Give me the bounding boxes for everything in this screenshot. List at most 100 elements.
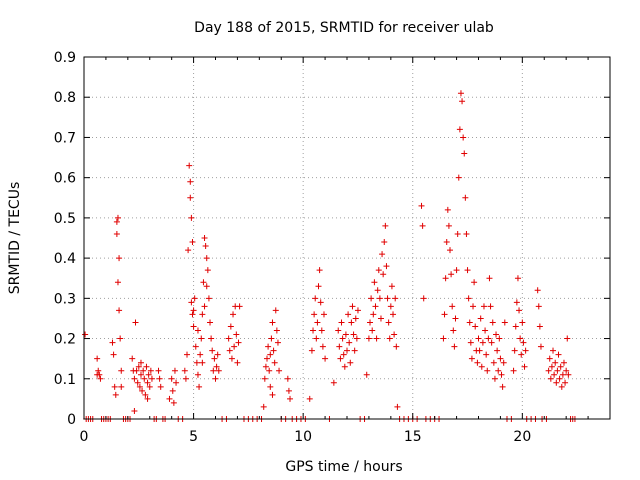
data-point [109, 339, 116, 346]
data-point [534, 287, 541, 294]
data-point [236, 303, 243, 310]
data-point [387, 303, 394, 310]
data-point [495, 367, 502, 374]
y-tick-labels: 0 0.1 0.2 0.3 0.4 0.5 0.6 0.7 0.8 0.9 [54, 50, 76, 428]
data-point [134, 379, 141, 386]
data-point [547, 375, 554, 382]
data-point [365, 335, 372, 342]
data-point [476, 347, 483, 354]
data-point [269, 391, 276, 398]
x-tick-label: 15 [404, 429, 422, 445]
data-point [464, 267, 471, 274]
data-point [376, 295, 383, 302]
data-point [148, 375, 155, 382]
data-point [390, 311, 397, 318]
data-point [477, 315, 484, 322]
data-point [345, 311, 352, 318]
data-point [227, 323, 234, 330]
data-point [419, 222, 426, 229]
data-point [479, 339, 486, 346]
data-point [147, 367, 154, 374]
data-point [452, 315, 459, 322]
data-point [118, 383, 125, 390]
data-point [214, 351, 221, 358]
data-point [317, 299, 324, 306]
data-point [382, 222, 389, 229]
data-point [306, 395, 313, 402]
data-point [137, 371, 144, 378]
data-point [494, 347, 501, 354]
data-point [135, 363, 142, 370]
data-point [314, 319, 321, 326]
data-point [377, 315, 384, 322]
data-point [337, 355, 344, 362]
data-point [94, 355, 101, 362]
data-point [208, 335, 215, 342]
data-point [168, 375, 175, 382]
data-point [497, 355, 504, 362]
data-point [187, 194, 194, 201]
data-point [482, 327, 489, 334]
data-point [560, 359, 567, 366]
data-point [388, 283, 395, 290]
data-point [474, 359, 481, 366]
data-point [181, 367, 188, 374]
data-point [465, 295, 472, 302]
data-point [157, 383, 164, 390]
data-point [371, 279, 378, 286]
data-point [348, 319, 355, 326]
data-point [319, 343, 326, 350]
data-point [320, 311, 327, 318]
data-point [312, 295, 319, 302]
data-point [315, 283, 322, 290]
data-point [511, 347, 518, 354]
data-point [204, 267, 211, 274]
data-point [96, 371, 103, 378]
data-point [475, 335, 482, 342]
data-point [187, 178, 194, 185]
data-point [129, 355, 136, 362]
data-point [118, 367, 125, 374]
data-point [466, 319, 473, 326]
data-point [418, 202, 425, 209]
data-point [137, 359, 144, 366]
data-point [202, 243, 209, 250]
data-point [451, 343, 458, 350]
data-point [369, 327, 376, 334]
data-point [111, 383, 118, 390]
data-point [500, 359, 507, 366]
x-tick-label: 0 [80, 429, 89, 445]
data-point [470, 303, 477, 310]
data-point [131, 407, 138, 414]
data-point [190, 323, 197, 330]
data-point [521, 363, 528, 370]
data-point [459, 98, 466, 105]
data-point [132, 319, 139, 326]
data-point [493, 331, 500, 338]
data-point [517, 335, 524, 342]
data-points [82, 90, 578, 422]
y-tick-label: 0 [67, 412, 76, 428]
data-point [169, 387, 176, 394]
data-point [196, 383, 203, 390]
data-point [558, 383, 565, 390]
data-point [392, 295, 399, 302]
y-axis-label: SRMTID / TECUs [7, 182, 23, 295]
data-point [269, 319, 276, 326]
data-point [190, 307, 197, 314]
data-point [445, 222, 452, 229]
data-point [375, 267, 382, 274]
data-point [512, 323, 519, 330]
data-point [339, 335, 346, 342]
axis-ticks [83, 56, 611, 420]
data-point [284, 375, 291, 382]
data-point [344, 347, 350, 354]
data-point [385, 319, 392, 326]
data-point [450, 327, 457, 334]
data-point [496, 335, 503, 342]
data-point [316, 267, 323, 274]
data-point [133, 367, 140, 374]
data-point [394, 403, 401, 410]
data-point [444, 206, 451, 213]
data-point [117, 335, 124, 342]
